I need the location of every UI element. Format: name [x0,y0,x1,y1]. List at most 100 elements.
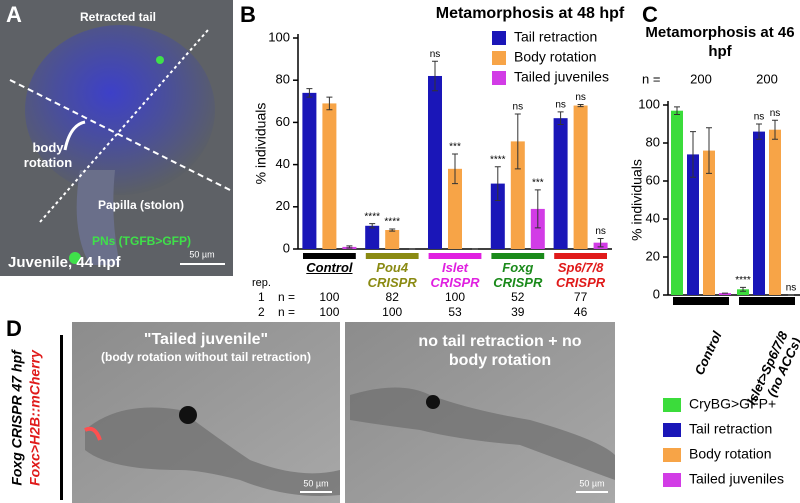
significance-label: ns [754,112,765,123]
y-axis-label: % individuals [629,159,645,241]
legend-label: Body rotation [689,446,772,462]
x-tick-label: Control [306,260,353,275]
divider [60,335,63,500]
legend-swatch [663,398,681,412]
bar [737,289,749,295]
significance-label: ns [430,49,441,60]
tail-axis [39,29,209,223]
significance-label: **** [364,211,380,222]
n-value: 39 [511,305,525,319]
error-bar [494,166,501,201]
significance-label: ns [770,108,781,119]
legend-label: Tail retraction [689,421,772,437]
y-tick-label: 20 [276,198,290,213]
n-value: 53 [448,305,462,319]
y-tick-label: 100 [638,96,660,111]
y-axis-label: % individuals [253,103,269,185]
significance-label: **** [384,217,400,228]
y-tick-label: 60 [646,172,660,187]
error-bar [597,237,604,248]
error-bar [432,60,438,92]
bar [573,105,588,250]
scale-label: 50 µm [189,249,214,259]
specimen [85,407,340,496]
significance-label: ns [595,226,606,237]
bar [530,208,545,249]
x-tick-label: Islet CRISPR [430,260,480,290]
image-subtitle: (body rotation without tail retraction) [101,350,311,364]
legend-label: Tail retraction [514,29,597,45]
panel-label: B [240,2,256,27]
image-title: no tail retraction + no body rotation [418,333,582,369]
category-bar [554,253,607,259]
legend-label: Tailed juveniles [514,69,609,85]
bar [490,183,505,249]
bar [510,141,525,249]
side-label: Foxg CRISPR 47 hpf [9,349,25,486]
legend-swatch [663,423,681,437]
category-bar [739,297,795,305]
bar [385,230,400,249]
error-bar [346,245,353,249]
gfp-spot [69,252,81,264]
n-label: n = [278,290,295,304]
error-bar [772,119,778,140]
bar [553,118,568,250]
y-tick-label: 100 [268,29,290,44]
y-tick-label: 80 [646,134,660,149]
scale-label: 50 µm [579,478,604,488]
legend-swatch [492,71,506,85]
y-tick-label: 0 [653,286,660,301]
significance-label: **** [735,275,751,286]
gfp-spot [156,56,164,64]
pigment [426,395,440,409]
rep-number: 2 [258,305,265,319]
significance-label: *** [449,142,461,153]
legend-swatch [492,31,506,45]
n-label: n = [642,71,660,86]
category-bar [491,253,545,259]
specimen-stalk [76,170,120,265]
x-tick-label: Sp6/7/8 CRISPR [556,260,606,290]
significance-label: ns [786,283,797,294]
body-axis [9,79,231,191]
legend-label: CryBG>GFP+ [689,396,776,412]
legend-swatch [663,473,681,487]
error-bar [389,228,396,232]
y-tick-label: 40 [276,156,290,171]
n-value: 77 [574,290,588,304]
y-tick-label: 40 [646,210,660,225]
legend-label: Body rotation [514,49,597,65]
n-value: 100 [319,305,339,319]
significance-label: *** [532,178,544,189]
error-bar [369,223,376,229]
bar [719,293,731,295]
x-tick-label: Foxg CRISPR [493,260,543,290]
legend-swatch [663,448,681,462]
bar [671,110,683,295]
x-tick-label: Control [691,329,725,378]
bar [769,129,781,295]
category-bar [428,253,482,259]
error-bar [690,131,696,178]
y-tick-label: 60 [276,114,290,129]
bar [448,168,462,249]
y-tick-label: 0 [283,240,290,255]
bar [428,75,442,249]
error-bar [756,123,762,140]
specimen-body [25,25,215,195]
caption: Juvenile, 44 hpf [8,254,122,271]
category-bar [673,297,729,305]
bar [687,154,699,295]
error-bar [306,88,313,98]
chart-title: Metamorphosis at 46 hpf [645,24,795,60]
pigment [179,406,197,424]
bar [322,103,337,249]
n-value: 100 [319,290,339,304]
error-bar [706,127,712,174]
n-label: n = [278,305,295,319]
error-bar [514,113,521,170]
panel-label: C [642,2,658,27]
